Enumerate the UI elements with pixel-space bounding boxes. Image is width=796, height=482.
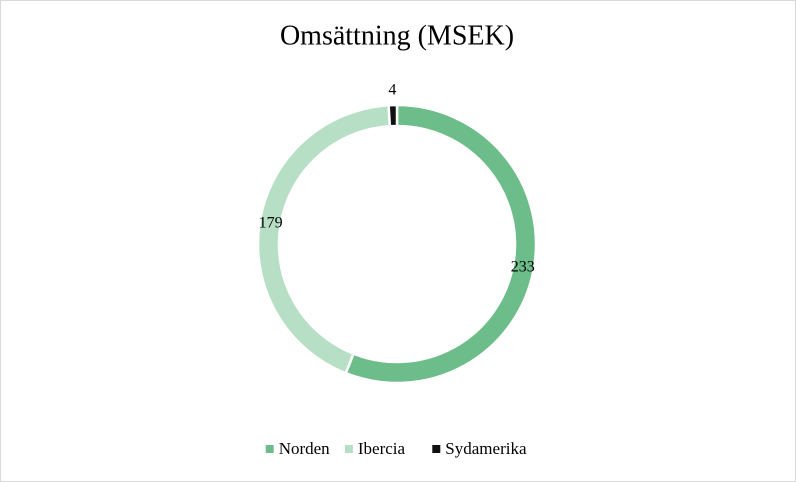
legend-label: Ibercia bbox=[358, 439, 406, 458]
legend-label: Sydamerika bbox=[445, 439, 527, 458]
data-label: 233 bbox=[511, 259, 535, 276]
data-label: 179 bbox=[259, 214, 283, 231]
legend-swatch bbox=[432, 445, 441, 453]
donut-segment bbox=[387, 103, 399, 128]
legend-label: Norden bbox=[279, 439, 330, 458]
chart-title: Omsättning (MSEK) bbox=[280, 20, 514, 51]
legend-swatch bbox=[265, 445, 274, 453]
legend-swatch bbox=[344, 445, 353, 453]
data-label: 4 bbox=[388, 82, 396, 99]
